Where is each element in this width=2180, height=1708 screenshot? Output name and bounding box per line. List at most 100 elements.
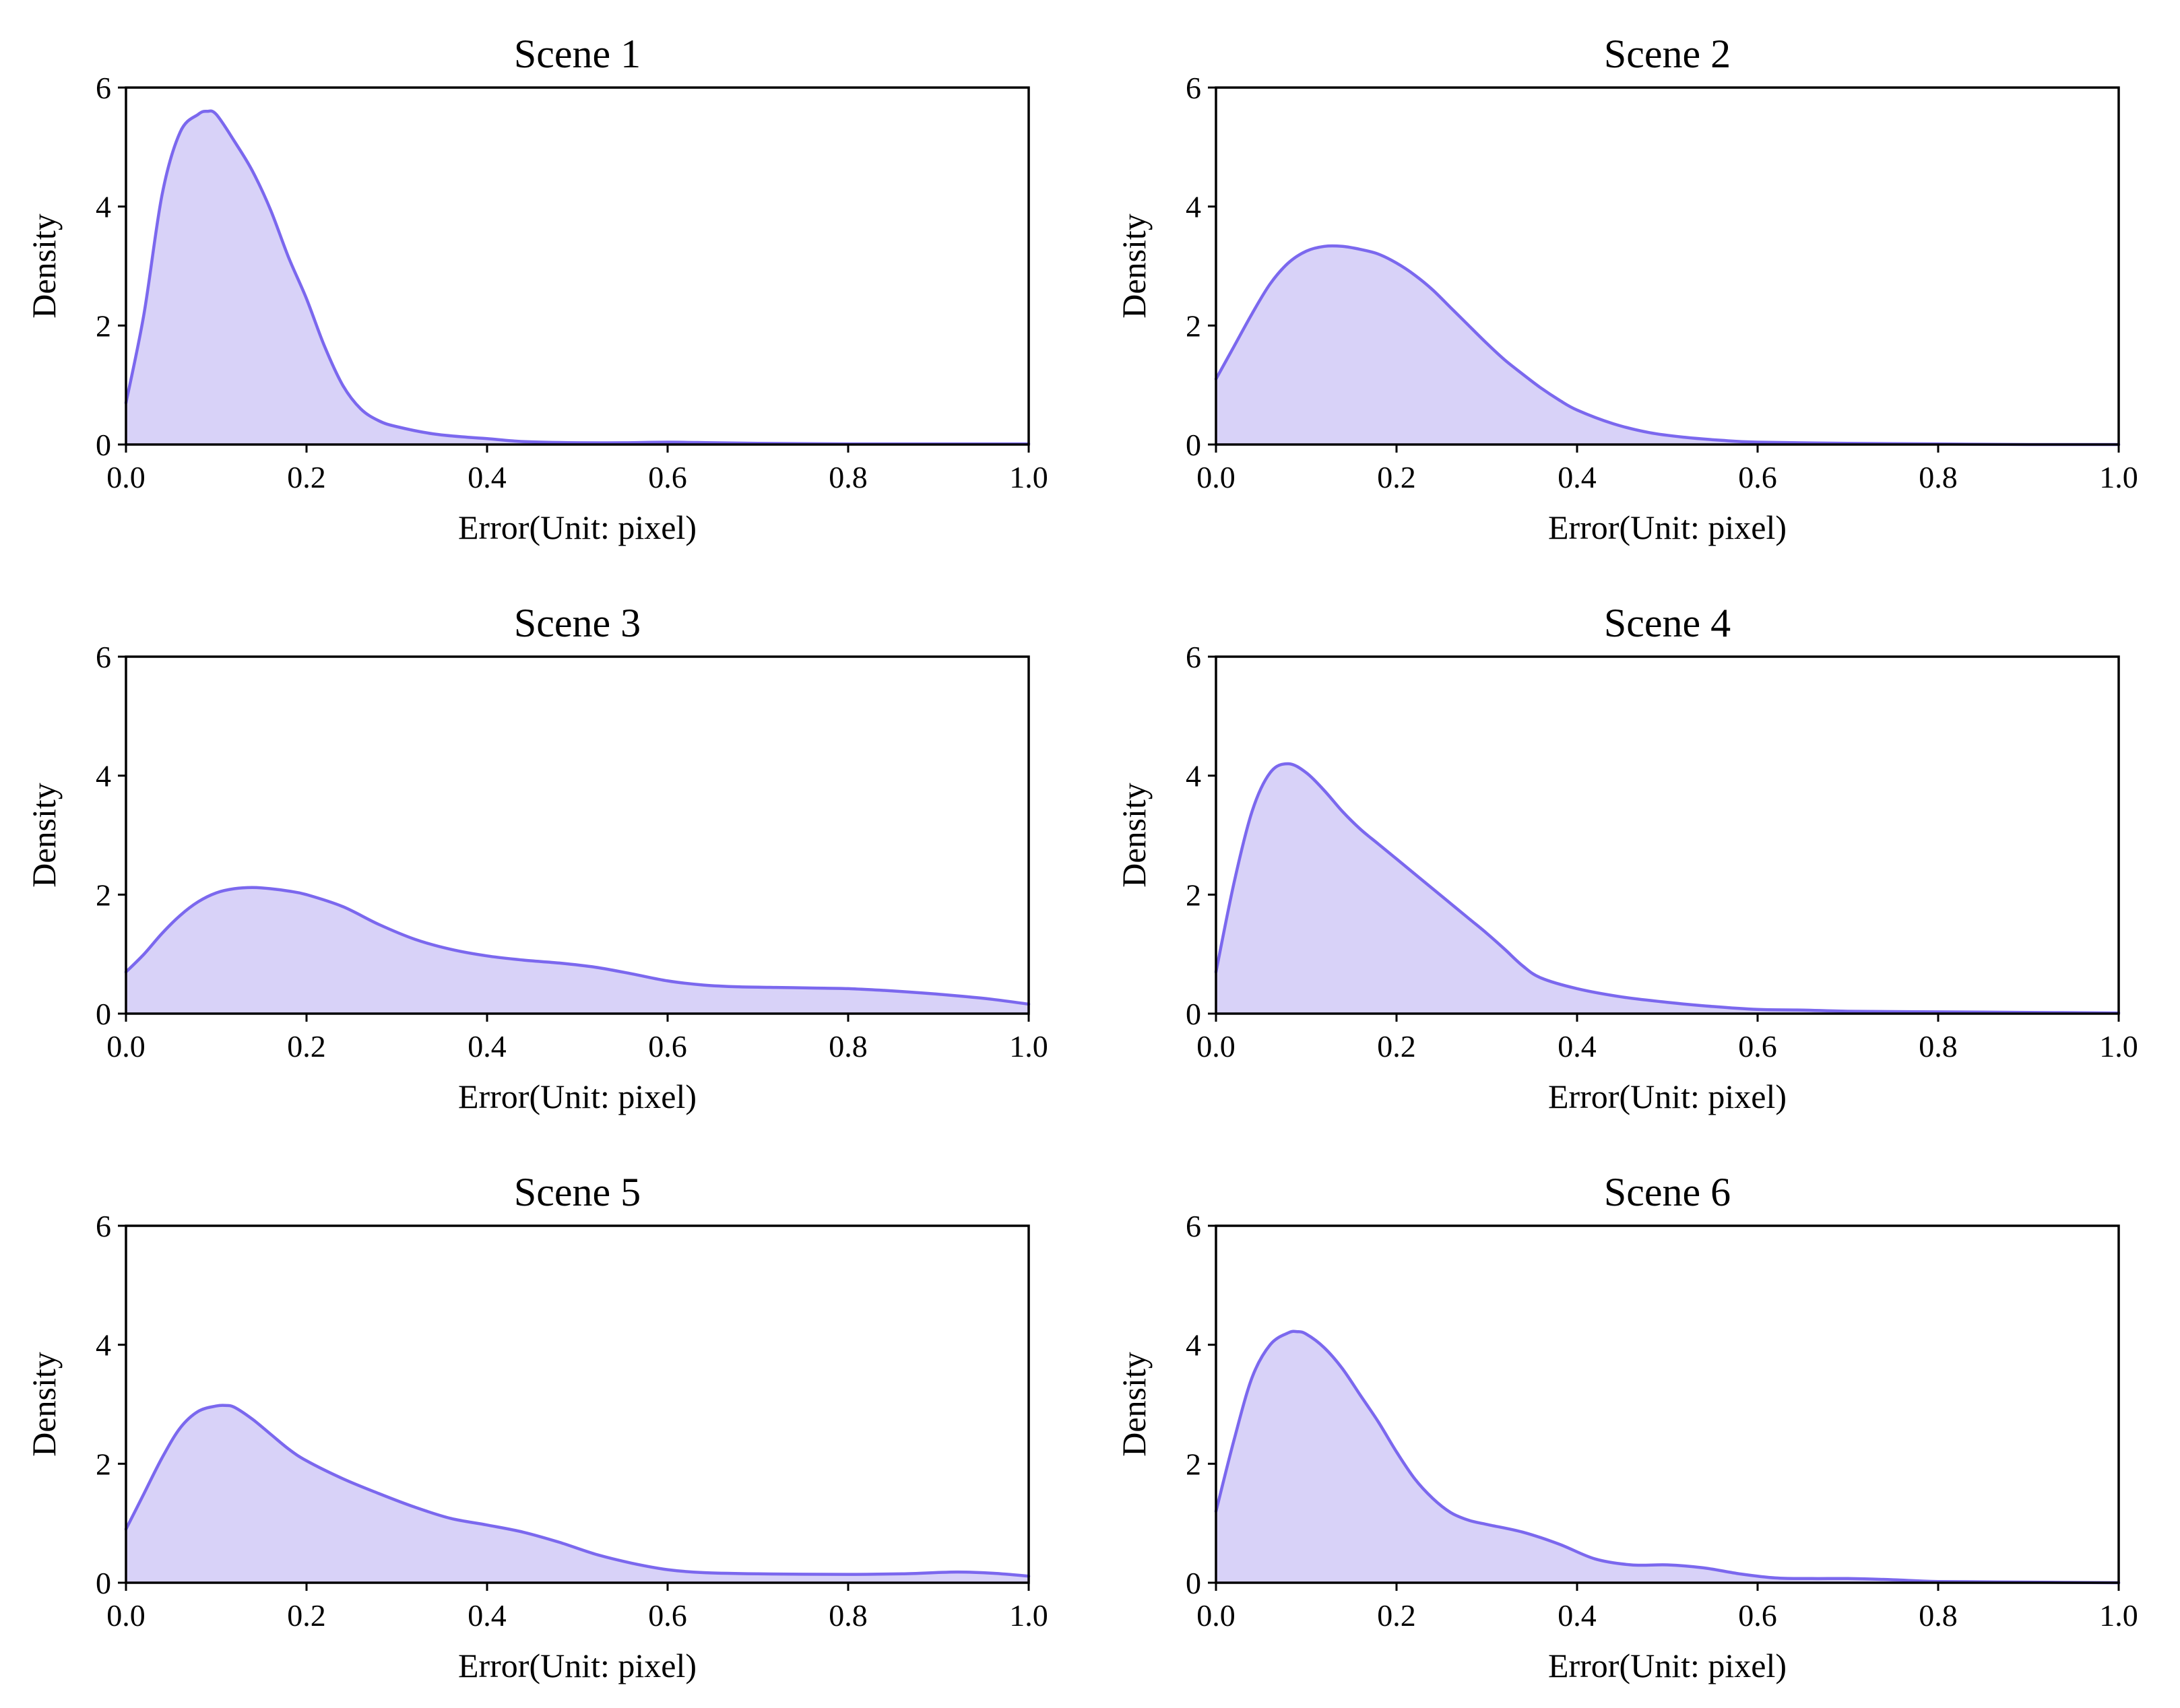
chart-svg: Scene 5 0.0 0.2 0.4 0.6 0.8 1.0 0 2 4 6 Error(Unit:… [25,1170,1048,1684]
plot-frame [1215,86,2120,446]
y-tick-label: 0 [1186,1566,1201,1600]
x-tick-label: 0.4 [468,1029,507,1063]
density-area [126,110,1029,445]
density-area [1216,1331,2119,1583]
x-tick-label: 0.2 [1377,1029,1416,1063]
x-tick-label: 0.6 [1738,460,1777,494]
density-area [1216,764,2119,1014]
x-tick-label: 0.0 [106,1598,146,1633]
chart-svg: Scene 6 0.0 0.2 0.4 0.6 0.8 1.0 0 2 4 6 Error(Unit:… [1115,1170,2138,1684]
density-area [1216,246,2119,445]
x-tick-label: 0.0 [106,460,146,494]
y-tick-label: 6 [1186,1209,1201,1243]
chart-svg: Scene 1 0.0 0.2 0.4 0.6 0.8 1.0 0 2 4 6 Error(Unit:… [25,32,1048,546]
y-axis-label: Density [25,214,63,319]
x-axis-label: Error(Unit: pixel) [458,508,697,546]
x-axis-label: Error(Unit: pixel) [1548,1647,1787,1684]
y-tick-label: 0 [96,997,111,1031]
y-tick-label: 0 [1186,428,1201,462]
y-tick-label: 6 [1186,71,1201,105]
plot-frame [125,655,1030,1015]
x-tick-label: 1.0 [2099,1598,2138,1633]
panel-scene-5: Scene 5 0.0 0.2 0.4 0.6 0.8 1.0 0 2 4 6 Error(Unit:… [0,1138,1090,1707]
density-line [124,109,1031,446]
density-line [1214,1329,2121,1585]
y-tick-label: 0 [96,1566,111,1600]
chart-title: Scene 6 [1604,1170,1731,1214]
x-tick-label: 0.4 [1558,460,1597,494]
x-axis-label: Error(Unit: pixel) [1548,508,1787,546]
x-tick-label: 1.0 [1009,1029,1048,1063]
x-tick-label: 1.0 [1009,1598,1048,1633]
x-tick-label: 0.2 [287,1029,326,1063]
y-tick-label: 6 [96,71,111,105]
y-tick-label: 2 [96,878,111,912]
y-axis-label: Density [1115,783,1153,888]
y-tick-label: 4 [1186,759,1201,793]
y-tick-label: 2 [96,1447,111,1481]
chart-svg: Scene 4 0.0 0.2 0.4 0.6 0.8 1.0 0 2 4 6 Error(Unit:… [1115,601,2138,1115]
x-tick-label: 0.0 [1196,1029,1236,1063]
x-tick-label: 0.8 [829,1029,868,1063]
x-tick-label: 0.8 [829,1598,868,1633]
y-tick-label: 4 [96,190,111,224]
y-tick-label: 4 [96,759,111,793]
x-tick-label: 0.6 [648,1598,687,1633]
x-tick-label: 1.0 [1009,460,1048,494]
y-tick-label: 2 [1186,878,1201,912]
y-tick-label: 6 [96,640,111,674]
chart-svg: Scene 3 0.0 0.2 0.4 0.6 0.8 1.0 0 2 4 6 Error(Unit:… [25,601,1048,1115]
y-tick-label: 4 [1186,190,1201,224]
plot-frame [125,1224,1030,1584]
x-tick-label: 0.4 [468,460,507,494]
panel-scene-4: Scene 4 0.0 0.2 0.4 0.6 0.8 1.0 0 2 4 6 Error(Unit:… [1090,569,2180,1138]
y-axis-label: Density [1115,214,1153,319]
x-tick-label: 0.4 [468,1598,507,1633]
x-tick-label: 0.6 [648,460,687,494]
x-tick-label: 0.4 [1558,1598,1597,1633]
x-tick-label: 0.6 [1738,1598,1777,1633]
panel-scene-3: Scene 3 0.0 0.2 0.4 0.6 0.8 1.0 0 2 4 6 Error(Unit:… [0,569,1090,1138]
x-tick-label: 0.6 [648,1029,687,1063]
y-tick-label: 6 [96,1209,111,1243]
chart-title: Scene 3 [514,601,641,645]
density-line [1214,762,2121,1015]
plot-frame [125,86,1030,446]
y-tick-label: 4 [96,1328,111,1362]
y-axis-label: Density [25,783,63,888]
chart-svg: Scene 2 0.0 0.2 0.4 0.6 0.8 1.0 0 2 4 6 Error(Unit:… [1115,32,2138,546]
y-tick-label: 2 [1186,1447,1201,1481]
x-axis-label: Error(Unit: pixel) [1548,1078,1787,1115]
x-tick-label: 0.0 [1196,1598,1236,1633]
x-tick-label: 1.0 [2099,1029,2138,1063]
chart-title: Scene 2 [1604,32,1731,76]
density-area [126,887,1029,1014]
x-tick-label: 0.8 [829,460,868,494]
x-tick-label: 0.0 [1196,460,1236,494]
x-tick-label: 0.2 [1377,460,1416,494]
density-area [126,1405,1029,1583]
x-tick-label: 0.0 [106,1029,146,1063]
density-line [124,886,1031,1006]
panel-scene-2: Scene 2 0.0 0.2 0.4 0.6 0.8 1.0 0 2 4 6 Error(Unit:… [1090,0,2180,569]
y-axis-label: Density [1115,1352,1153,1457]
density-line [124,1404,1031,1578]
y-tick-label: 2 [96,308,111,343]
y-tick-label: 0 [96,428,111,462]
panel-scene-1: Scene 1 0.0 0.2 0.4 0.6 0.8 1.0 0 2 4 6 Error(Unit:… [0,0,1090,569]
chart-title: Scene 4 [1604,601,1731,645]
x-tick-label: 0.8 [1919,1598,1958,1633]
x-tick-label: 0.4 [1558,1029,1597,1063]
y-axis-label: Density [25,1352,63,1457]
y-tick-label: 2 [1186,308,1201,343]
x-tick-label: 0.8 [1919,460,1958,494]
x-tick-label: 0.2 [1377,1598,1416,1633]
x-tick-label: 1.0 [2099,460,2138,494]
x-tick-label: 0.2 [287,1598,326,1633]
x-axis-label: Error(Unit: pixel) [458,1647,697,1684]
plot-frame [1215,655,2120,1015]
y-tick-label: 6 [1186,640,1201,674]
density-line [1214,244,2121,447]
x-tick-label: 0.2 [287,460,326,494]
